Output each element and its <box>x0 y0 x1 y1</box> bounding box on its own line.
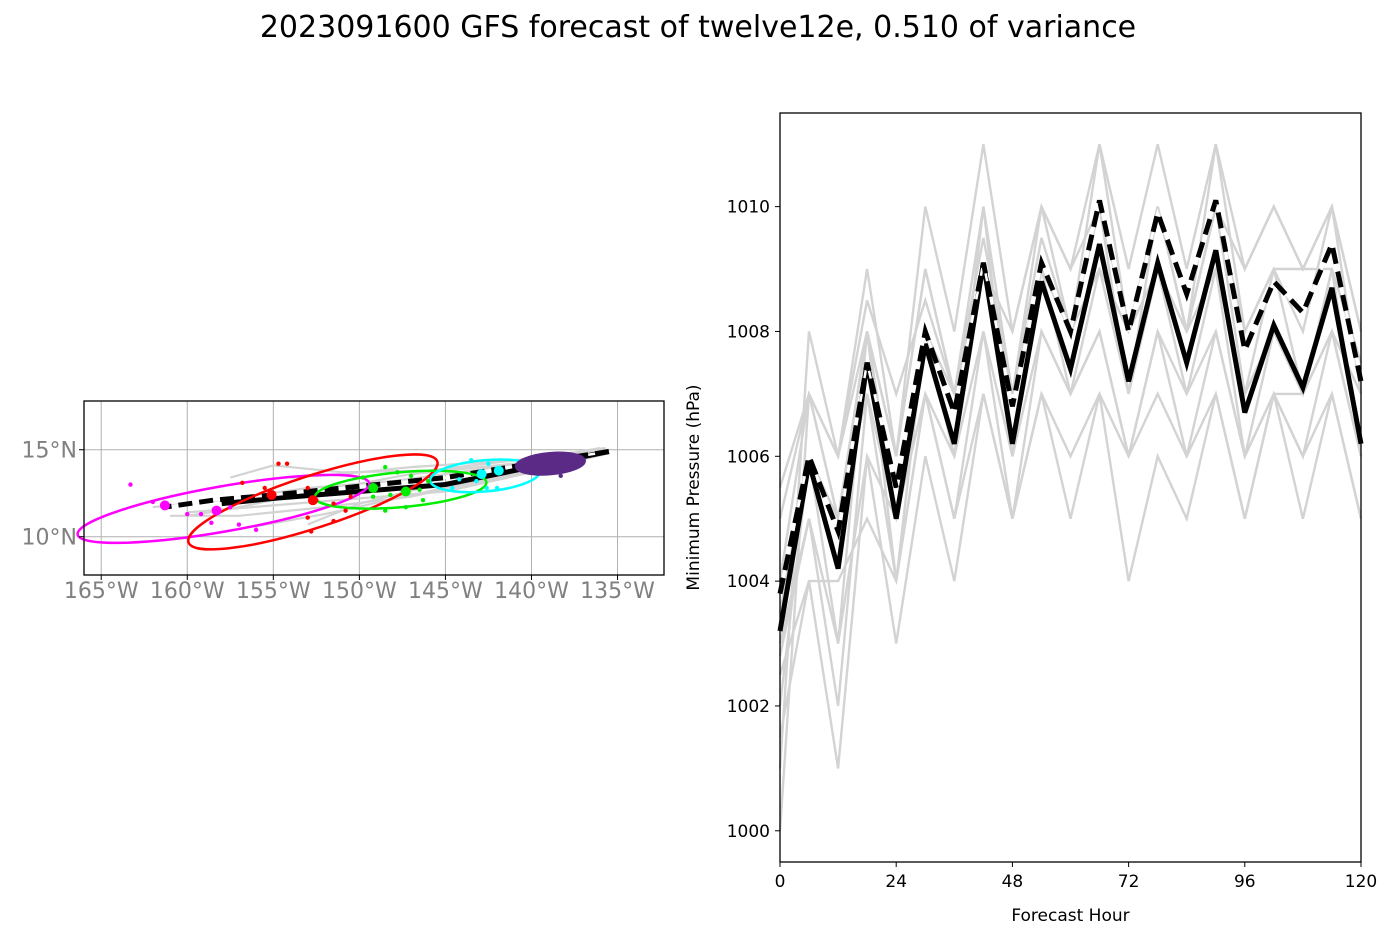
member-position-point <box>253 527 259 532</box>
member-position-point <box>198 511 204 517</box>
map-y-tick-label: 10°N <box>22 526 77 551</box>
member-pressure-line <box>778 202 1363 519</box>
mean-position-point <box>211 505 222 516</box>
member-position-point <box>308 529 314 534</box>
member-position-point <box>403 504 409 510</box>
member-position-point <box>236 522 242 527</box>
pressure-y-tick-label: 1000 <box>727 822 770 842</box>
member-position-point <box>469 457 474 463</box>
member-position-point <box>408 473 414 479</box>
member-position-point <box>276 461 281 466</box>
map-points <box>128 454 574 534</box>
pressure-y-tick-label: 1010 <box>727 198 770 218</box>
pressure-x-tick-label: 0 <box>775 872 786 892</box>
map-ellipses <box>76 451 586 551</box>
pressure-frame <box>779 112 1362 863</box>
member-position-point <box>382 464 388 470</box>
map-y-tick-label: 15°N <box>22 439 77 464</box>
map-x-tick-label: 145°W <box>408 579 483 604</box>
member-position-point <box>388 492 393 498</box>
mean-position-point <box>266 489 277 500</box>
pressure-x-tick-label: 120 <box>1345 872 1377 892</box>
pressure-x-axis-label: Forecast Hour <box>1011 906 1129 926</box>
map-x-tick-label: 140°W <box>494 579 569 604</box>
member-position-point <box>305 485 310 491</box>
member-pressure-line <box>778 327 1363 657</box>
mean-position-point <box>368 483 379 493</box>
member-position-point <box>382 508 388 513</box>
member-pressure-line <box>778 265 1363 582</box>
pressure-y-tick-label: 1002 <box>727 697 770 717</box>
member-position-point <box>360 475 366 480</box>
member-position-point <box>284 461 290 466</box>
member-position-point <box>128 482 133 487</box>
member-position-point <box>343 508 348 513</box>
mean-position-point <box>493 465 504 476</box>
uncertainty-ellipse <box>76 473 371 545</box>
member-position-point <box>450 485 455 491</box>
map-x-tick-label: 165°W <box>64 579 139 604</box>
mean-position-point <box>159 500 170 511</box>
map-x-ticks: 165°W 160°W 155°W 150°W 145°W 140°W 135°W <box>64 575 655 604</box>
map-x-tick-label: 135°W <box>580 579 655 604</box>
mean-position-point <box>543 456 554 467</box>
member-position-point <box>150 499 156 505</box>
member-position-point <box>486 461 491 466</box>
member-position-point <box>370 494 376 499</box>
map-x-tick-label: 155°W <box>236 579 311 604</box>
pressure-y-tick-label: 1008 <box>727 322 770 342</box>
member-pressure-line <box>778 144 1363 831</box>
member-position-point <box>348 494 353 499</box>
pressure-y-axis-label: Minimum Pressure (hPa) <box>684 384 704 590</box>
mean-position-point <box>400 486 411 497</box>
member-position-point <box>484 485 489 491</box>
map-x-tick-label: 150°W <box>322 579 397 604</box>
member-position-point <box>456 477 462 482</box>
map-y-ticks: 15°N 10°N <box>22 439 84 551</box>
member-position-point <box>185 511 190 517</box>
member-pressure-line <box>778 393 1363 769</box>
figure-title: 2023091600 GFS forecast of twelve12e, 0.… <box>259 10 1137 45</box>
member-pressure-line <box>778 390 1363 738</box>
member-position-point <box>494 485 500 491</box>
pressure-y-ticks: 1000 1002 1004 1006 1008 1010 <box>727 198 780 842</box>
member-position-point <box>228 504 233 510</box>
member-position-point <box>420 497 426 503</box>
member-position-point <box>395 470 400 475</box>
mean-position-point <box>476 469 487 480</box>
pressure-y-tick-label: 1006 <box>727 447 770 467</box>
mean-position-point <box>307 495 318 506</box>
deterministic-track <box>164 449 610 510</box>
pressure-x-tick-label: 72 <box>1118 872 1140 892</box>
member-position-point <box>417 487 422 492</box>
pressure-x-ticks: 0 24 48 72 96 120 <box>775 862 1377 892</box>
pressure-x-tick-label: 96 <box>1234 872 1256 892</box>
member-position-point <box>209 520 214 525</box>
pressure-x-tick-label: 48 <box>1002 872 1024 892</box>
member-position-point <box>240 480 245 485</box>
member-position-point <box>474 478 479 484</box>
map-x-tick-label: 160°W <box>150 579 225 604</box>
deterministic-pressure-line <box>777 199 1364 595</box>
member-position-point <box>331 501 336 506</box>
pressure-lines <box>777 143 1364 831</box>
member-position-point <box>558 473 563 479</box>
pressure-x-tick-label: 24 <box>885 872 907 892</box>
pressure-y-tick-label: 1004 <box>727 572 770 592</box>
member-position-point <box>568 464 574 470</box>
map-frame <box>83 400 665 576</box>
uncertainty-ellipse <box>186 453 439 551</box>
member-position-point <box>331 518 336 524</box>
member-position-point <box>426 478 431 484</box>
member-position-point <box>305 515 310 520</box>
member-pressure-line <box>778 206 1363 488</box>
member-position-point <box>262 485 267 491</box>
